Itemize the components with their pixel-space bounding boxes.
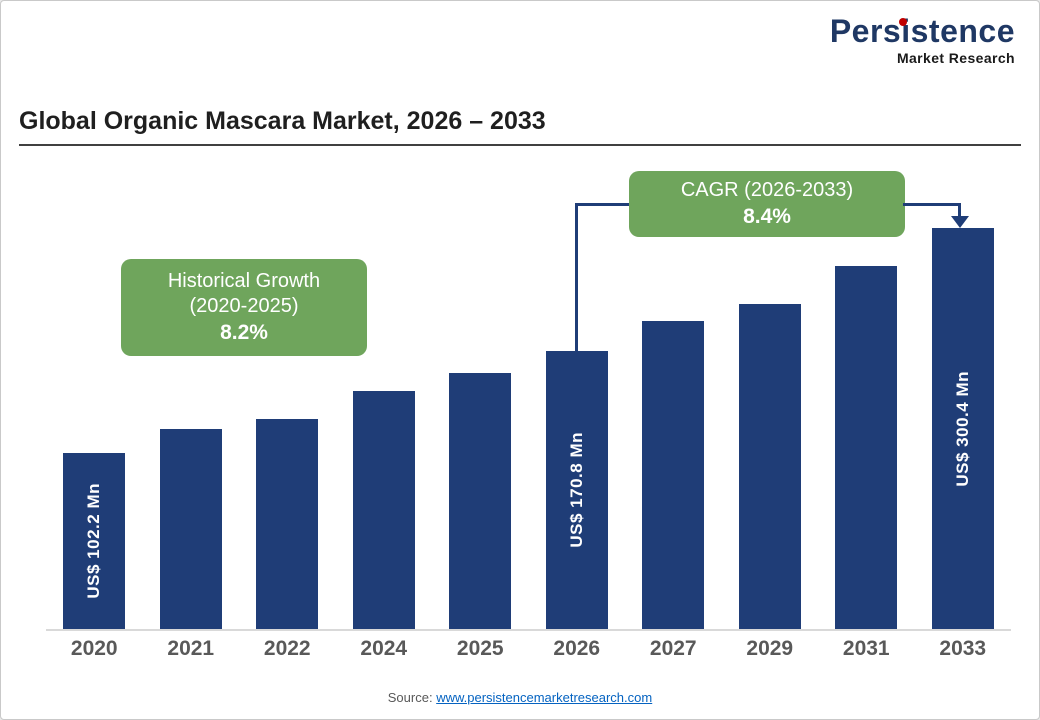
bar-2022 (256, 419, 319, 629)
bar-2031 (835, 266, 898, 629)
x-axis-label-2027: 2027 (649, 637, 697, 660)
x-axis-label-2024: 2024 (360, 637, 408, 660)
source-link[interactable]: www.persistencemarketresearch.com (436, 690, 653, 705)
logo-subtitle: Market Research (896, 49, 1015, 66)
cagr-value: 8.4% (743, 204, 791, 228)
title-divider (19, 144, 1021, 146)
x-axis-label-2031: 2031 (842, 637, 890, 660)
x-axis-label-2020: 2020 (70, 637, 118, 660)
x-axis-label-2029: 2029 (746, 637, 794, 660)
x-axis-label-2033: 2033 (939, 637, 987, 660)
x-axis-label-2021: 2021 (167, 637, 215, 660)
bar-column-2033: US$ 300.4 Mn (915, 151, 1012, 629)
bar-column-2031 (818, 151, 915, 629)
bar-value-label-2026: US$ 170.8 Mn (566, 432, 586, 548)
axis-labels-row: 2020 2021 2022 2024 2025 2026 2027 2029 2031 2033 (46, 637, 1011, 661)
bar-2026: US$ 170.8 Mn (545, 351, 608, 629)
bar-2033: US$ 300.4 Mn (931, 228, 994, 629)
bar-2029 (738, 304, 801, 629)
x-axis-label-2022: 2022 (263, 637, 311, 660)
company-logo: Persistence Market Research (829, 13, 1015, 66)
logo-red-dot-icon (898, 18, 907, 26)
historical-line1: Historical Growth (167, 269, 321, 292)
bar-value-label-2033: US$ 300.4 Mn (952, 370, 972, 487)
bar-column-2029 (722, 151, 819, 629)
cagr-callout: CAGR (2026-2033) 8.4% (629, 171, 905, 237)
connector-vertical-2033 (958, 203, 961, 217)
x-axis-label-2026: 2026 (553, 637, 601, 660)
bar-column-2026: US$ 170.8 Mn (529, 151, 626, 629)
historical-value: 8.2% (220, 320, 268, 344)
arrow-down-icon (951, 216, 969, 228)
bar-column-2027 (625, 151, 722, 629)
connector-horizontal-right (903, 203, 960, 206)
x-axis-label-2025: 2025 (456, 637, 504, 660)
historical-line2: (2020-2025) (189, 294, 299, 317)
connector-horizontal-left (575, 203, 631, 206)
page-title: Global Organic Mascara Market, 2026 – 20… (19, 107, 546, 135)
bar-2021 (159, 429, 222, 629)
bar-2025 (449, 373, 512, 629)
bar-value-label-2020: US$ 102.2 Mn (84, 483, 104, 599)
bar-2020: US$ 102.2 Mn (63, 453, 126, 629)
bar-column-2025 (432, 151, 529, 629)
bar-column-2022 (239, 151, 336, 629)
bar-2027 (642, 321, 705, 629)
bars-row: US$ 102.2 Mn US$ 170.8 Mn US$ 300.4 Mn (46, 151, 1011, 631)
logo-text: Persistence (829, 13, 1015, 49)
bar-column-2024 (336, 151, 433, 629)
historical-growth-callout: Historical Growth (2020-2025) 8.2% (121, 259, 367, 356)
bar-2024 (352, 391, 415, 629)
source-prefix: Source: (387, 690, 437, 705)
connector-vertical-2026 (575, 203, 578, 351)
source-line: Source: www.persistencemarketresearch.co… (1, 690, 1039, 705)
logo-wordmark: Persistence (829, 13, 1015, 49)
cagr-line1: CAGR (2026-2033) (680, 178, 854, 201)
bar-column-2021 (143, 151, 240, 629)
bar-column-2020: US$ 102.2 Mn (46, 151, 143, 629)
